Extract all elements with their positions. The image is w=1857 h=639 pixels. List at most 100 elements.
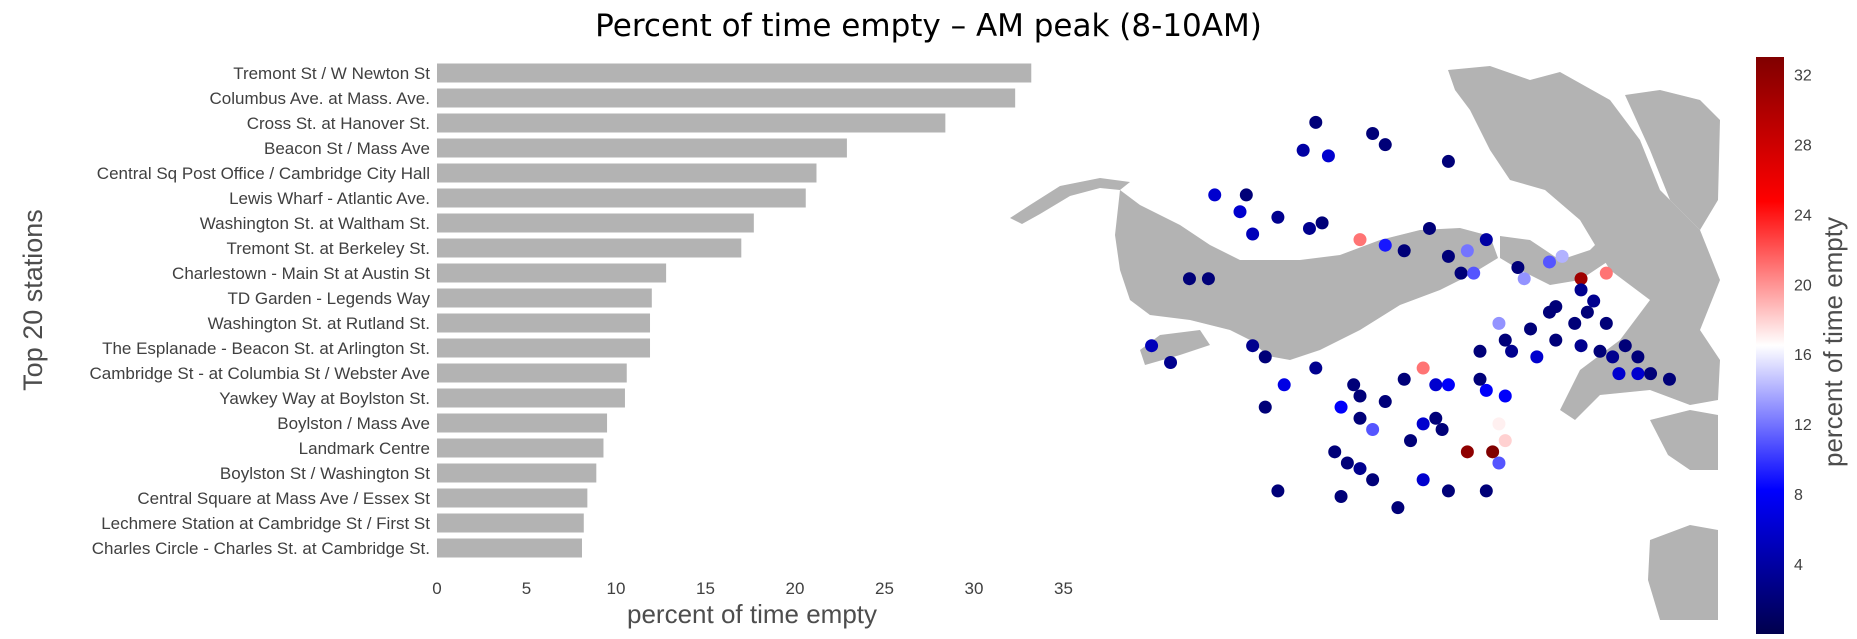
bar-category-label: Tremont St. at Berkeley St.: [227, 239, 430, 258]
station-point: [1258, 350, 1272, 364]
bar: [437, 263, 667, 283]
station-point: [1517, 272, 1531, 286]
bar: [437, 288, 652, 308]
x-tick-label: 20: [786, 579, 805, 598]
station-point: [1441, 378, 1455, 392]
colorbar-tick-label: 16: [1794, 347, 1812, 364]
station-point: [1397, 372, 1411, 386]
station-point: [1574, 272, 1588, 286]
y-axis-label: Top 20 stations: [18, 209, 48, 391]
map-land: [1448, 66, 1720, 420]
x-axis-label: percent of time empty: [627, 599, 877, 629]
bar-category-label: TD Garden - Legends Way: [227, 289, 430, 308]
station-point: [1271, 484, 1285, 498]
bar: [437, 113, 946, 133]
colorbar-tick-label: 24: [1794, 207, 1812, 224]
station-point: [1296, 143, 1310, 157]
bar-category-label: Boylston / Mass Ave: [277, 414, 430, 433]
station-point: [1429, 378, 1443, 392]
station-point: [1366, 127, 1380, 141]
station-point: [1309, 115, 1323, 129]
bar-category-label: Cambridge St - at Columbia St / Webster …: [90, 364, 430, 383]
station-point: [1454, 266, 1468, 280]
bar: [437, 513, 584, 533]
bar: [437, 363, 627, 383]
station-point: [1378, 138, 1392, 152]
station-point: [1429, 411, 1443, 425]
station-point: [1599, 266, 1613, 280]
station-point: [1473, 372, 1487, 386]
bar-category-label: Columbus Ave. at Mass. Ave.: [210, 89, 431, 108]
station-point: [1201, 272, 1215, 286]
bar: [437, 438, 604, 458]
station-point: [1524, 322, 1538, 336]
station-point: [1498, 333, 1512, 347]
station-point: [1441, 154, 1455, 168]
bar: [437, 63, 1032, 83]
station-point: [1460, 244, 1474, 258]
x-tick-label: 30: [965, 579, 984, 598]
station-point: [1441, 484, 1455, 498]
x-tick-label: 15: [696, 579, 715, 598]
station-point: [1353, 462, 1367, 476]
station-point: [1662, 372, 1676, 386]
station-point: [1416, 417, 1430, 431]
map-land: [1625, 90, 1720, 230]
station-point: [1246, 227, 1260, 241]
station-point: [1542, 305, 1556, 319]
station-point: [1277, 378, 1291, 392]
station-point: [1347, 378, 1361, 392]
bar-category-label: Central Sq Post Office / Cambridge City …: [97, 164, 430, 183]
map-land: [1500, 230, 1630, 285]
station-point: [1549, 333, 1563, 347]
station-point: [1479, 383, 1493, 397]
bar-category-label: Beacon St / Mass Ave: [264, 139, 430, 158]
station-point: [1486, 445, 1500, 459]
bar-category-label: Yawkey Way at Boylston St.: [219, 389, 430, 408]
colorbar-tick-label: 8: [1794, 487, 1803, 504]
station-point: [1498, 389, 1512, 403]
station-point: [1631, 367, 1645, 381]
station-point: [1258, 400, 1272, 414]
station-point: [1404, 434, 1418, 448]
station-point: [1580, 305, 1594, 319]
station-point: [1182, 272, 1196, 286]
colorbar-tick-label: 28: [1794, 137, 1812, 154]
bar-category-label: Charles Circle - Charles St. at Cambridg…: [92, 539, 430, 558]
bar-category-label: Charlestown - Main St at Austin St: [172, 264, 430, 283]
station-point: [1422, 221, 1436, 235]
bar-category-label: Central Square at Mass Ave / Essex St: [137, 489, 430, 508]
colorbar-tick-label: 20: [1794, 277, 1812, 294]
bar: [437, 138, 847, 158]
station-point: [1492, 456, 1506, 470]
station-point: [1366, 473, 1380, 487]
bar-category-label: Washington St. at Rutland St.: [208, 314, 430, 333]
station-point: [1606, 350, 1620, 364]
station-point: [1239, 188, 1253, 202]
map-land: [1650, 410, 1718, 470]
bar-category-label: Landmark Centre: [299, 439, 430, 458]
station-point: [1334, 400, 1348, 414]
colorbar-label: percent of time empty: [1818, 217, 1848, 467]
station-point: [1145, 339, 1159, 353]
station-point: [1271, 210, 1285, 224]
station-point: [1492, 316, 1506, 330]
station-point: [1511, 261, 1525, 275]
x-tick-label: 5: [522, 579, 531, 598]
station-point: [1233, 205, 1247, 219]
colorbar-tick-label: 12: [1794, 417, 1812, 434]
map-land: [1140, 330, 1210, 365]
station-point: [1340, 456, 1354, 470]
bar: [437, 313, 651, 333]
bar: [437, 388, 625, 408]
station-point: [1555, 249, 1569, 263]
bar: [437, 338, 651, 358]
bar: [437, 213, 754, 233]
x-tick-label: 10: [607, 579, 626, 598]
station-point: [1334, 489, 1348, 503]
station-point: [1593, 344, 1607, 358]
station-point: [1391, 501, 1405, 515]
station-point: [1366, 422, 1380, 436]
colorbar: [1756, 57, 1784, 634]
